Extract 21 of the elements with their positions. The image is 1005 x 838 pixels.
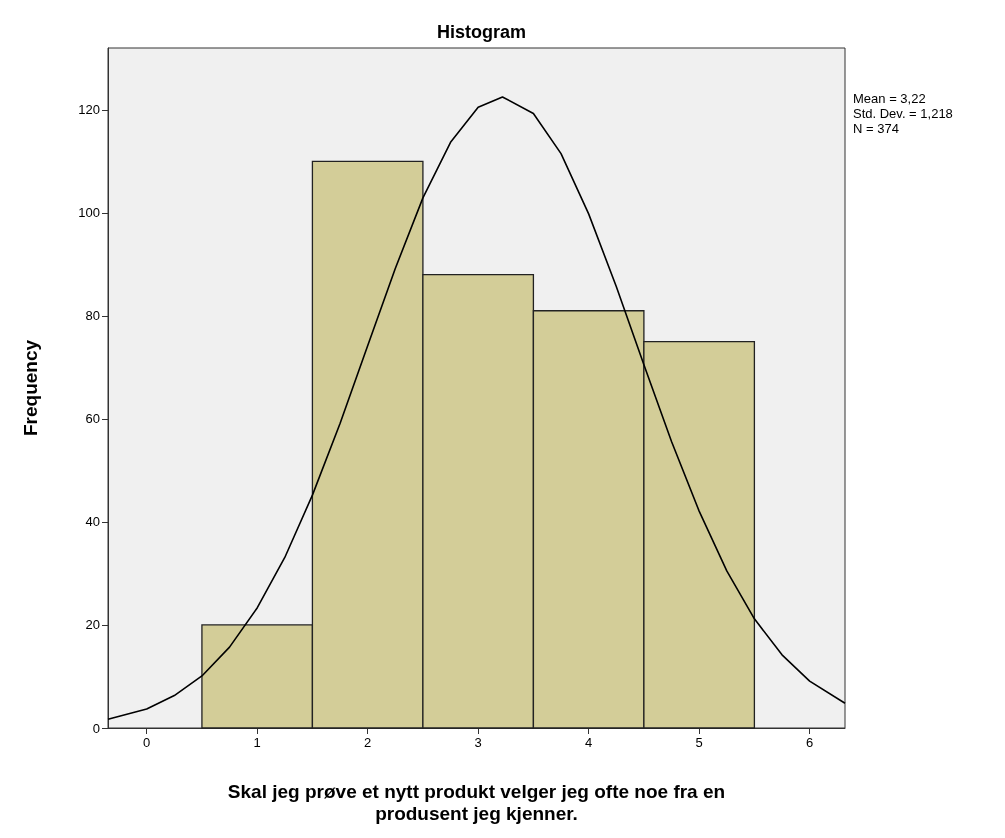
x-tick-label: 6 bbox=[806, 735, 814, 750]
x-tick-label: 0 bbox=[143, 735, 151, 750]
text: Mean = 3,22 bbox=[853, 91, 926, 106]
x-axis-title: Skal jeg prøve et nytt produkt velger jeg ofte noe fra en produsent jeg kjenner. bbox=[227, 780, 726, 824]
y-tick-label: 100 bbox=[78, 205, 100, 221]
text: Std. Dev. = 1,218 bbox=[853, 106, 953, 121]
y-axis-title: Frequency bbox=[20, 339, 41, 437]
y-tick-label: 20 bbox=[85, 617, 100, 633]
y-tick-label: 40 bbox=[85, 514, 100, 530]
y-tick-label: 80 bbox=[85, 308, 100, 324]
y-tick-label: 120 bbox=[78, 102, 100, 118]
x-tick-label: 1 bbox=[253, 735, 261, 750]
x-tick-label: 5 bbox=[695, 735, 703, 750]
x-tick-label: 3 bbox=[474, 735, 482, 750]
line-series bbox=[107, 96, 846, 721]
y-tick-label: 0 bbox=[92, 720, 100, 736]
chart-title: Histogram bbox=[436, 22, 527, 42]
x-tick-label: 4 bbox=[585, 735, 593, 750]
x-tick-label: 2 bbox=[364, 735, 372, 750]
y-tick-label: 60 bbox=[85, 411, 100, 427]
text: N = 374 bbox=[853, 121, 899, 136]
